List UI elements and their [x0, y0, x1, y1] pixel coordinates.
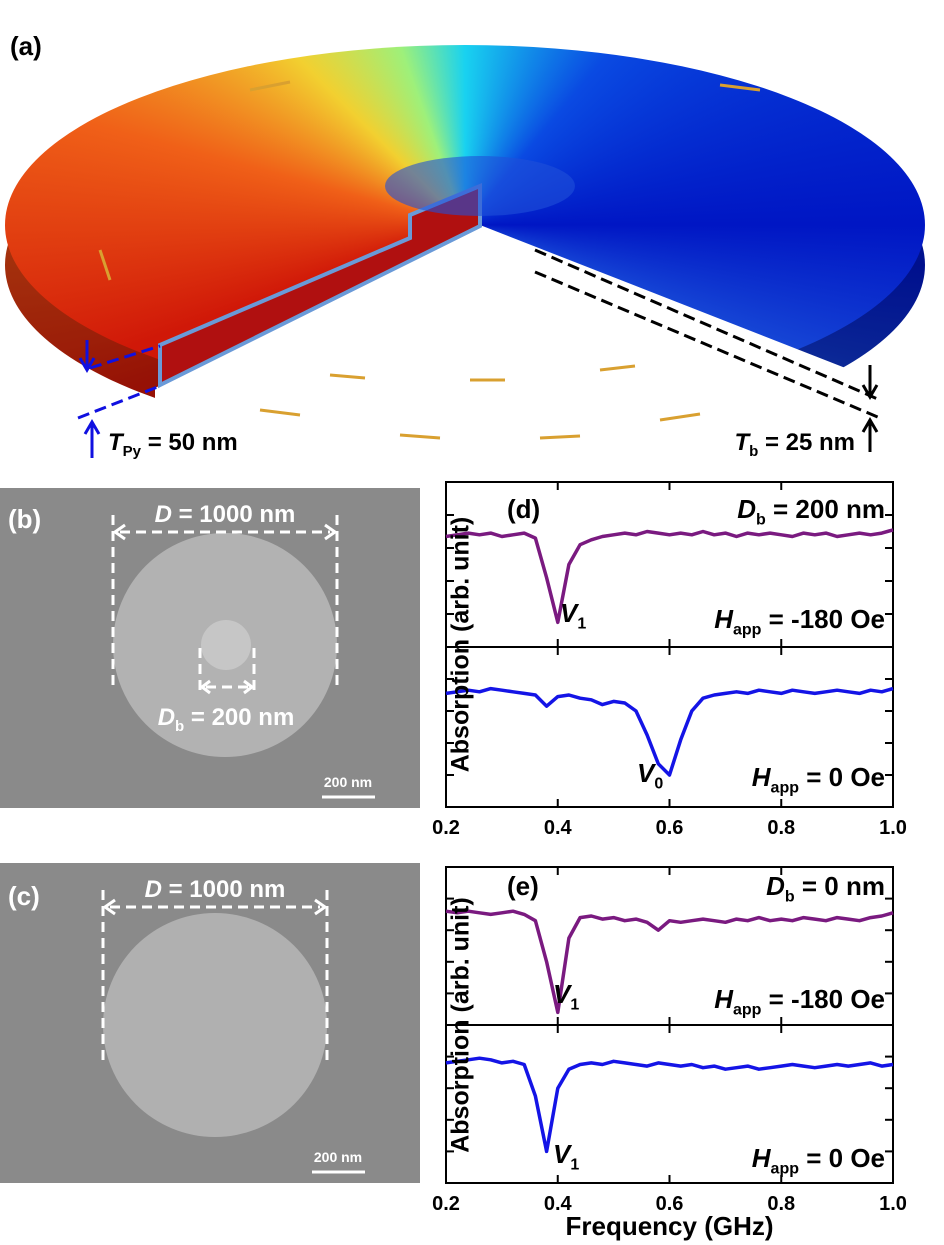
- text-tail: = 1000 nm: [162, 876, 285, 903]
- symbol: D: [158, 704, 175, 731]
- annotation: Happ = 0 Oe: [752, 762, 885, 797]
- moment-arrows: [98, 80, 761, 440]
- arrow-heads: [112, 523, 338, 695]
- subscript: app: [733, 1002, 762, 1019]
- barrier-lines: [534, 248, 881, 420]
- label: 0.8: [767, 817, 795, 839]
- annotation: Db = 0 nm: [766, 871, 885, 906]
- label: (d): [507, 494, 540, 524]
- label: (a): [10, 31, 42, 61]
- data-line: [445, 686, 894, 777]
- symbol: H: [714, 984, 734, 1014]
- annotation: V1: [553, 1139, 579, 1174]
- subscript: app: [771, 780, 800, 797]
- thickness-lines: [77, 344, 161, 420]
- label: 200 nm: [324, 774, 372, 790]
- text-tail: = 0 Oe: [799, 1143, 885, 1173]
- label: Absorption (arb. unit): [447, 517, 475, 773]
- dimension-lines: [101, 890, 329, 1065]
- symbol: V: [637, 758, 657, 788]
- subscript: 1: [570, 1157, 579, 1174]
- text-tail: = -180 Oe: [761, 604, 885, 634]
- text-tail: = 0 nm: [795, 871, 885, 901]
- annotation: V1: [560, 598, 586, 633]
- subscript: b: [749, 443, 758, 460]
- symbol: V: [560, 598, 580, 628]
- annotation: Db = 200 nm: [737, 494, 885, 529]
- subscript: 1: [570, 997, 579, 1014]
- text-tail: = 25 nm: [758, 429, 855, 456]
- dimension-lines: [111, 515, 339, 690]
- text-tail: = 1000 nm: [172, 501, 295, 528]
- arrow-heads: [102, 898, 328, 916]
- label: (b): [8, 504, 41, 534]
- symbol: D: [766, 871, 785, 901]
- subscript: Py: [123, 443, 142, 460]
- label: 0.4: [544, 817, 573, 839]
- symbol: D: [145, 876, 162, 903]
- text-tail: = 200 nm: [184, 704, 294, 731]
- label: 0.4: [544, 1193, 573, 1215]
- data-line: [445, 528, 894, 625]
- subscript: app: [771, 1161, 800, 1178]
- symbol: D: [737, 494, 756, 524]
- subscript: b: [756, 512, 766, 529]
- label: 1.0: [879, 817, 907, 839]
- label: 0.6: [656, 1193, 684, 1215]
- symbol: V: [553, 1139, 573, 1169]
- bump-image: [201, 620, 251, 670]
- subscript: b: [785, 889, 795, 906]
- annotation: D = 1000 nm: [155, 501, 296, 528]
- label: (c): [8, 881, 40, 911]
- subscript: app: [733, 622, 762, 639]
- bump: [385, 156, 575, 216]
- cutaway: [155, 225, 940, 460]
- text-tail: = 50 nm: [141, 429, 238, 456]
- symbol: H: [752, 1143, 772, 1173]
- text-tail: = 200 nm: [766, 494, 885, 524]
- data-line: [445, 909, 894, 1015]
- label: Absorption (arb. unit): [447, 897, 475, 1153]
- disk-image: [103, 913, 327, 1137]
- annotation: V0: [637, 758, 663, 793]
- symbol: H: [714, 604, 734, 634]
- data-line: [445, 1056, 894, 1154]
- label: 0.8: [767, 1193, 795, 1215]
- symbol: T: [108, 429, 125, 456]
- text-tail: = -180 Oe: [761, 984, 885, 1014]
- label: 1.0: [879, 1193, 907, 1215]
- annotation: Happ = -180 Oe: [714, 604, 885, 639]
- symbol: D: [155, 501, 172, 528]
- annotation: D = 1000 nm: [145, 876, 286, 903]
- annotation: TPy = 50 nm: [108, 429, 238, 460]
- annotation: Db = 200 nm: [158, 704, 295, 735]
- annotation: Happ = -180 Oe: [714, 984, 885, 1019]
- label: 0.6: [656, 817, 684, 839]
- annotation: V1: [553, 979, 579, 1014]
- subscript: 0: [654, 776, 663, 793]
- symbol: H: [752, 762, 772, 792]
- annotation: Tb = 25 nm: [734, 429, 855, 460]
- subscript: 1: [577, 616, 586, 633]
- subscript: b: [175, 718, 184, 735]
- label: 200 nm: [314, 1149, 362, 1165]
- label: (e): [507, 871, 539, 901]
- label: 0.2: [432, 817, 460, 839]
- symbol: T: [734, 429, 751, 456]
- annotation: Happ = 0 Oe: [752, 1143, 885, 1178]
- dimension-arrows: [78, 340, 879, 458]
- text-tail: = 0 Oe: [799, 762, 885, 792]
- label: 0.2: [432, 1193, 460, 1215]
- label: Frequency (GHz): [565, 1211, 773, 1241]
- symbol: V: [553, 979, 573, 1009]
